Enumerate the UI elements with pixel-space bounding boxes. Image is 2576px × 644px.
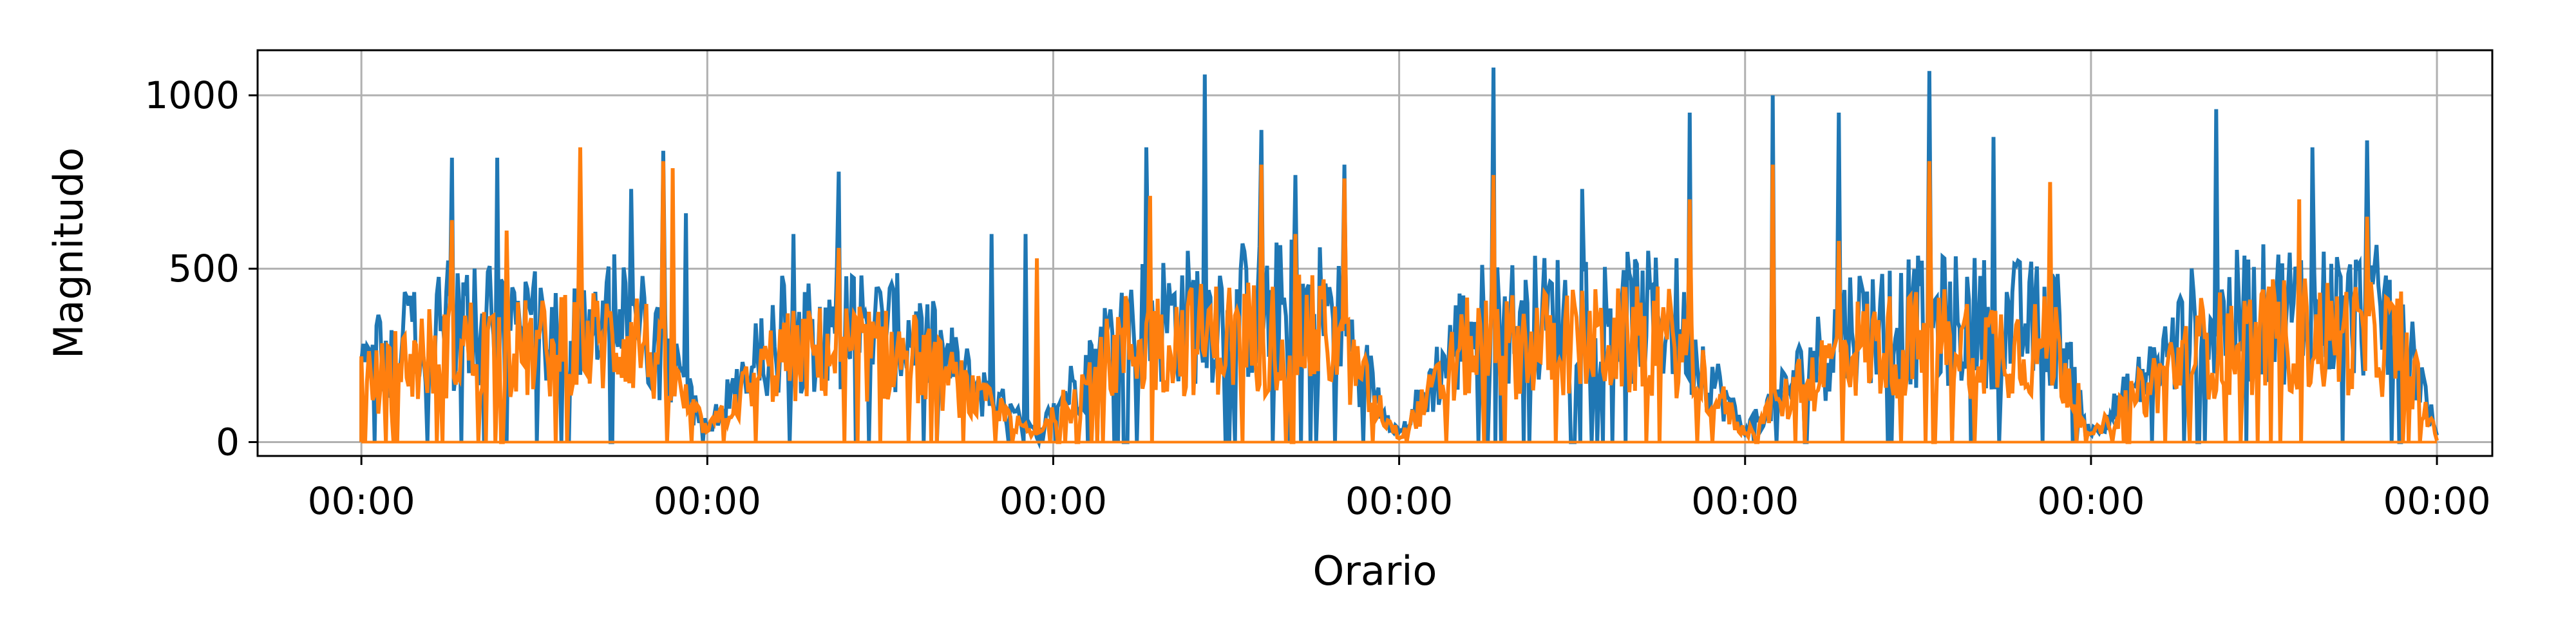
plot-frame (256, 49, 2494, 457)
y-tick-label: 0 (216, 420, 240, 464)
y-tick-label: 500 (168, 247, 240, 290)
x-tick-label: 00:00 (2383, 479, 2490, 523)
series-2-line (359, 147, 2439, 444)
x-axis-label: Orario (1313, 547, 1437, 594)
x-tick-label: 00:00 (654, 479, 761, 523)
x-tick-label: 00:00 (308, 479, 415, 523)
y-axis-label: Magnitudo (45, 147, 92, 359)
y-tick-label: 1000 (144, 73, 240, 117)
x-tick-label: 00:00 (999, 479, 1107, 523)
x-tick-label: 00:00 (2037, 479, 2145, 523)
series-2 (359, 147, 2439, 444)
x-tick-label: 00:00 (1345, 479, 1453, 523)
axis-ticks: 00:00 00:00 00:00 00:00 00:00 00:00 00:00 0 500 1… (144, 73, 2490, 523)
x-tick-label: 00:00 (1691, 479, 1799, 523)
plot-series (359, 67, 2439, 450)
